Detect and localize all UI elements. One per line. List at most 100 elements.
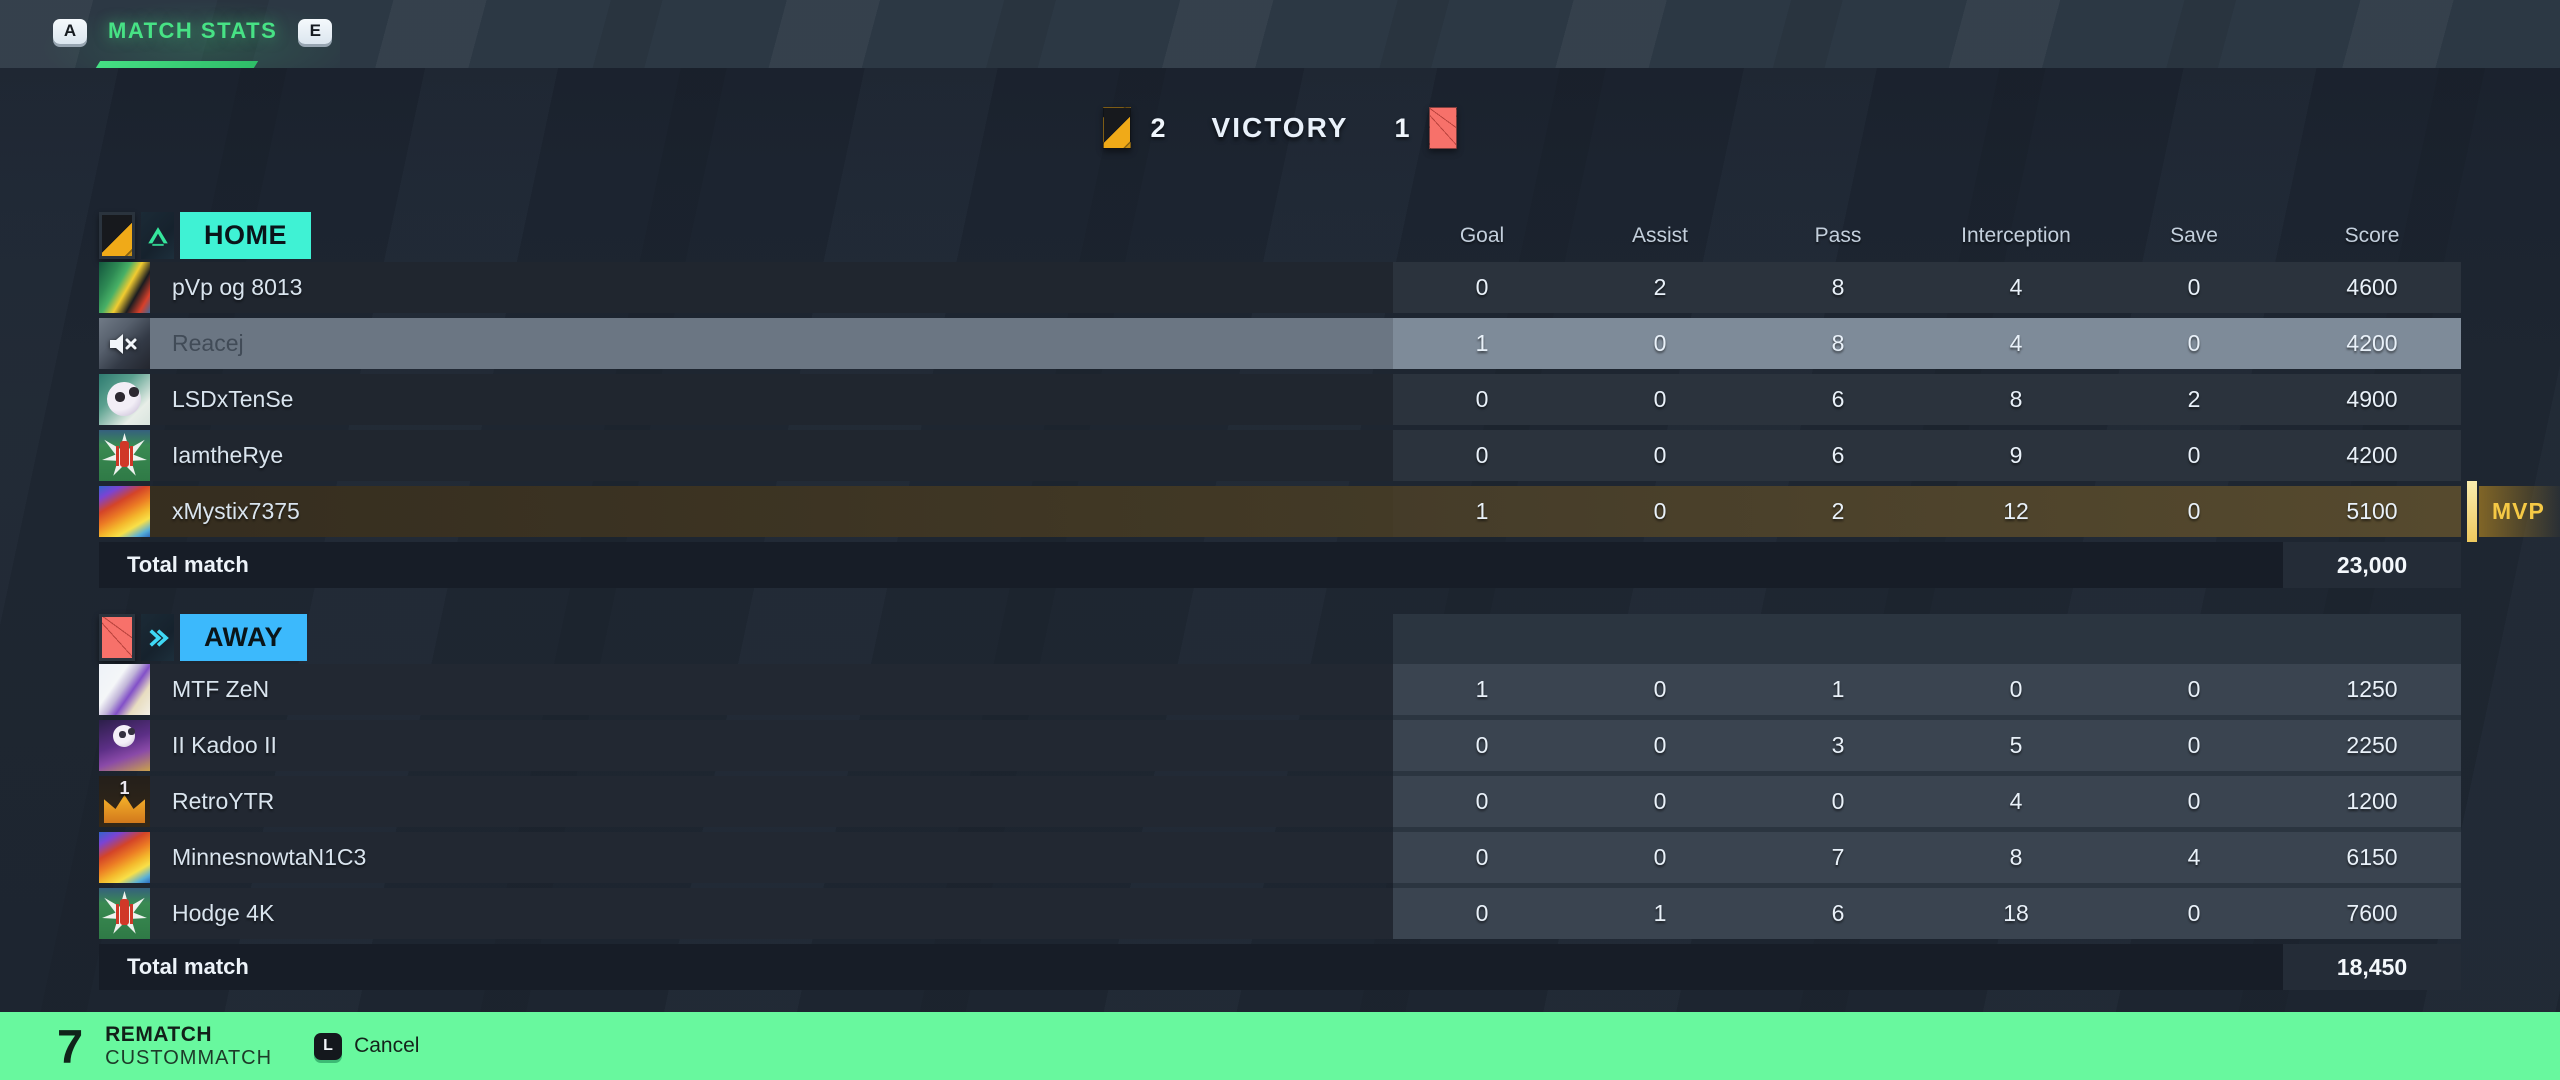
stat-score: 1200 [2346, 788, 2398, 814]
away-team-label: AWAY [180, 614, 308, 661]
table-row-home-3[interactable]: LSDxTenSe 0 0 6 8 2 4900 [99, 374, 2461, 425]
stat-goal: 0 [1475, 442, 1489, 468]
muted-speaker-icon [110, 334, 137, 354]
stat-score: 7600 [2346, 900, 2398, 926]
stat-interception: 9 [2009, 442, 2023, 468]
total-match-label: Total match [127, 954, 249, 979]
stat-interception: 4 [2009, 274, 2023, 300]
away-total-row: Total match 18,450 [99, 944, 2461, 990]
player-name: II Kadoo II [172, 732, 277, 758]
stat-score: 2250 [2346, 732, 2398, 758]
avatar-soccer-ball [99, 374, 150, 425]
avatar-crown-number-one [99, 776, 150, 827]
stat-pass: 6 [1831, 386, 1845, 412]
stat-assist: 0 [1653, 442, 1667, 468]
table-row-away-1[interactable]: MTF ZeN 1 0 1 0 0 1250 [99, 664, 2461, 715]
home-team-header: HOME Goal Assist Pass Interception Save … [99, 212, 2461, 259]
key-hint-l: L [314, 1032, 343, 1060]
stat-save: 0 [2187, 274, 2201, 300]
table-row-home-4[interactable]: IamtheRye 0 0 6 9 0 4200 [99, 430, 2461, 481]
custommatch-label: CUSTOMMATCH [105, 1046, 273, 1069]
stat-goal: 0 [1475, 900, 1489, 926]
stat-pass: 3 [1831, 732, 1845, 758]
mvp-gold-bar [2467, 481, 2477, 542]
stat-save: 0 [2187, 330, 2201, 356]
avatar-celebrating-player [99, 430, 150, 481]
column-interception: Interception [1961, 223, 2071, 247]
stat-score: 4900 [2346, 386, 2398, 412]
stat-interception: 18 [2003, 900, 2029, 926]
table-row-home-5-mvp[interactable]: xMystix7375 1 0 2 12 0 5100 MVP [99, 481, 2560, 542]
away-team-header: AWAY [99, 614, 2461, 661]
away-total-score: 18,450 [2283, 944, 2461, 990]
stat-save: 4 [2187, 844, 2201, 870]
stat-assist: 0 [1653, 330, 1667, 356]
table-row-away-3[interactable]: RetroYTR 0 0 0 4 0 1200 [99, 776, 2461, 827]
player-name: LSDxTenSe [172, 386, 294, 412]
total-match-label: Total match [127, 552, 249, 577]
scoreboard: 2 VICTORY 1 [0, 102, 2560, 154]
column-save: Save [2170, 223, 2218, 247]
stat-assist: 0 [1653, 498, 1667, 524]
table-row-away-4[interactable]: MinnesnowtaN1C3 0 0 7 8 4 6150 [99, 832, 2461, 883]
stat-score: 4600 [2346, 274, 2398, 300]
tab-match-stats[interactable]: MATCH STATS [108, 18, 278, 43]
stat-save: 0 [2187, 900, 2201, 926]
stat-assist: 0 [1653, 676, 1667, 702]
table-row-away-5[interactable]: Hodge 4K 0 1 6 18 0 7600 [99, 888, 2461, 939]
key-hint-a: A [53, 18, 87, 44]
bottom-action-bar: 7 REMATCH CUSTOMMATCH L Cancel [0, 1012, 2560, 1080]
stat-score: 6150 [2346, 844, 2398, 870]
stat-interception: 12 [2003, 498, 2029, 524]
player-name: MinnesnowtaN1C3 [172, 844, 367, 870]
mvp-badge: MVP [2467, 481, 2560, 542]
avatar-flame [99, 486, 150, 537]
home-score: 2 [1150, 112, 1166, 143]
mvp-label: MVP [2479, 486, 2560, 537]
top-bar: A MATCH STATS E [0, 0, 2560, 68]
player-name: IamtheRye [172, 442, 284, 468]
away-team-flag-icon [1429, 107, 1458, 149]
table-row-home-2-self[interactable]: Reacej 1 0 8 4 0 4200 [99, 318, 2461, 369]
avatar-flame [99, 832, 150, 883]
stat-pass: 2 [1831, 498, 1845, 524]
away-section: AWAY MTF ZeN 1 0 1 0 0 1250 [99, 614, 2461, 939]
cancel-action[interactable]: L Cancel [314, 1032, 420, 1060]
tab-glow [40, 0, 340, 68]
column-headers: Goal Assist Pass Interception Save Score [1393, 224, 2461, 248]
home-rank-icon [141, 212, 174, 259]
avatar-white-cat [99, 664, 150, 715]
stat-goal: 0 [1475, 274, 1489, 300]
stat-assist: 0 [1653, 788, 1667, 814]
stat-assist: 0 [1653, 732, 1667, 758]
stat-interception: 0 [2009, 676, 2023, 702]
table-row-away-2[interactable]: II Kadoo II 0 0 3 5 0 2250 [99, 720, 2461, 771]
stat-interception: 8 [2009, 386, 2023, 412]
home-team-flag-icon [99, 212, 135, 259]
rematch-action[interactable]: REMATCH CUSTOMMATCH [105, 1023, 272, 1070]
away-score: 1 [1394, 112, 1410, 143]
stat-save: 0 [2187, 732, 2201, 758]
table-row-home-1[interactable]: pVp og 8013 0 2 8 4 0 4600 [99, 262, 2461, 313]
stat-save: 0 [2187, 498, 2201, 524]
cancel-label: Cancel [354, 1034, 420, 1057]
home-total-row: Total match 23,000 [99, 542, 2461, 588]
stat-pass: 1 [1831, 676, 1845, 702]
home-total-score: 23,000 [2283, 542, 2461, 588]
avatar-celebrating-player [99, 888, 150, 939]
stat-goal: 1 [1475, 498, 1489, 524]
stat-goal: 1 [1475, 676, 1489, 702]
player-name: Reacej [172, 330, 244, 356]
stat-pass: 7 [1831, 844, 1845, 870]
player-name: Hodge 4K [172, 900, 275, 926]
stat-interception: 4 [2009, 330, 2023, 356]
home-team-label: HOME [180, 212, 311, 259]
avatar-ball-trophy [99, 720, 150, 771]
stat-pass: 8 [1831, 330, 1845, 356]
stat-save: 0 [2187, 788, 2201, 814]
stat-save: 2 [2187, 386, 2201, 412]
column-assist: Assist [1631, 223, 1688, 247]
stat-save: 0 [2187, 676, 2201, 702]
stat-assist: 1 [1653, 900, 1667, 926]
